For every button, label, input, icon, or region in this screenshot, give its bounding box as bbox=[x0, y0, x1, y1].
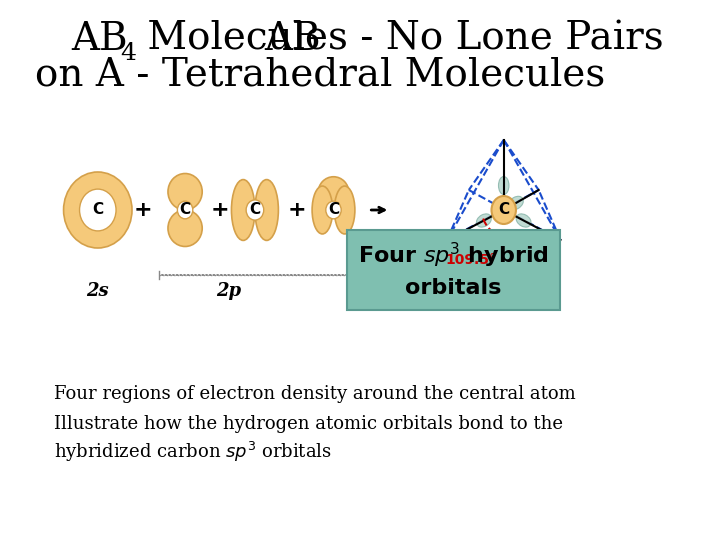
Text: Illustrate how the hydrogen atomic orbitals bond to the: Illustrate how the hydrogen atomic orbit… bbox=[54, 415, 563, 433]
Circle shape bbox=[79, 189, 116, 231]
Ellipse shape bbox=[516, 214, 531, 227]
Text: Four regions of electron density around the central atom: Four regions of electron density around … bbox=[54, 385, 576, 403]
Ellipse shape bbox=[255, 180, 279, 240]
Text: C: C bbox=[92, 202, 104, 218]
Circle shape bbox=[492, 196, 516, 224]
Text: 2p: 2p bbox=[216, 282, 241, 300]
Text: C: C bbox=[249, 202, 261, 218]
Text: C: C bbox=[498, 202, 509, 218]
Ellipse shape bbox=[168, 210, 202, 246]
Text: +: + bbox=[211, 200, 229, 220]
Text: C: C bbox=[179, 202, 191, 218]
Ellipse shape bbox=[508, 197, 523, 210]
Ellipse shape bbox=[477, 214, 491, 227]
Circle shape bbox=[246, 200, 264, 220]
Text: AB: AB bbox=[264, 21, 320, 58]
Ellipse shape bbox=[63, 172, 132, 248]
FancyBboxPatch shape bbox=[346, 230, 560, 310]
Circle shape bbox=[177, 201, 193, 219]
Ellipse shape bbox=[334, 186, 355, 234]
Text: +: + bbox=[287, 200, 306, 220]
Ellipse shape bbox=[498, 177, 509, 194]
Text: 2s: 2s bbox=[86, 282, 109, 300]
Ellipse shape bbox=[312, 186, 333, 234]
Text: 109.5°: 109.5° bbox=[445, 253, 496, 267]
Ellipse shape bbox=[318, 177, 349, 208]
Ellipse shape bbox=[168, 173, 202, 210]
Ellipse shape bbox=[231, 180, 255, 240]
Text: +: + bbox=[134, 200, 153, 220]
Text: Molecules - No Lone Pairs: Molecules - No Lone Pairs bbox=[135, 21, 664, 58]
Text: Four $sp^3$ hybrid: Four $sp^3$ hybrid bbox=[358, 241, 549, 270]
Text: 4: 4 bbox=[120, 42, 137, 65]
Circle shape bbox=[325, 201, 341, 219]
Text: hybridized carbon $sp^3$ orbitals: hybridized carbon $sp^3$ orbitals bbox=[54, 440, 332, 464]
Text: C: C bbox=[328, 202, 339, 218]
Text: on A - Tetrahedral Molecules: on A - Tetrahedral Molecules bbox=[35, 56, 606, 93]
Text: AB: AB bbox=[71, 21, 128, 58]
Text: orbitals: orbitals bbox=[405, 278, 502, 298]
